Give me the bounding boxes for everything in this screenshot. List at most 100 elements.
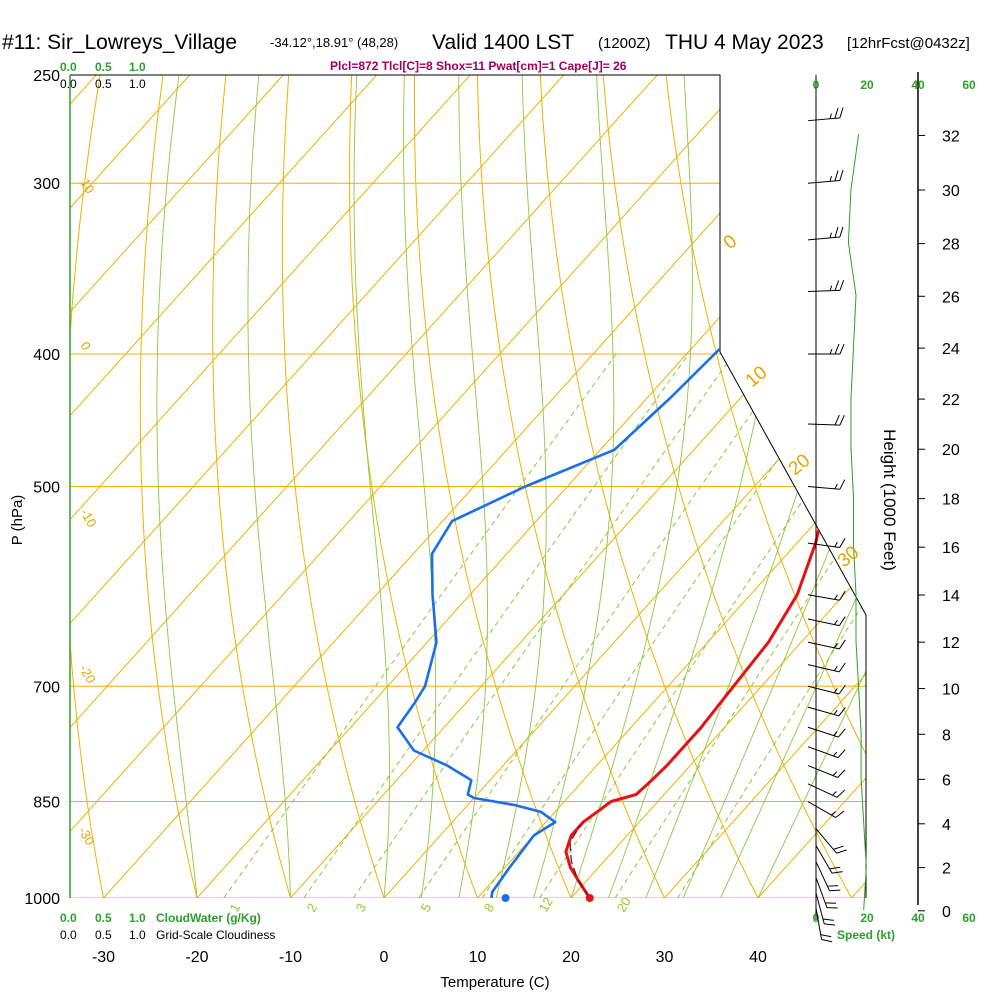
wind-barb-staff	[807, 618, 840, 627]
wind-barb-half-flag	[829, 348, 833, 355]
temperature-profile-line	[564, 96, 866, 898]
bottom-cloudwater-tick-2: 1.0	[129, 911, 146, 925]
mixing-ratio-line	[614, 353, 866, 898]
wind-barb	[807, 479, 846, 490]
height-tick-label: 12	[942, 635, 960, 652]
wind-barb-flag	[839, 169, 844, 181]
height-tick-label: 4	[942, 817, 951, 834]
height-tick-label: 8	[942, 727, 951, 744]
bottom-cloud-scale: 0.0 0.5 1.0 CloudWater (g/Kg) 0.0 0.5 1.…	[60, 911, 275, 942]
wind-barb	[815, 828, 847, 854]
wind-barb-flag	[820, 934, 832, 938]
wind-barb-flag	[838, 707, 846, 717]
wind-barb-half-flag	[834, 594, 838, 600]
wind-barb-staff	[807, 801, 836, 818]
temperature-tick-label: 10	[469, 949, 487, 966]
zulu-time: (1200Z)	[598, 35, 651, 52]
wind-barb-half-flag	[829, 285, 833, 291]
moist-adiabat	[247, 75, 291, 898]
wind-barb	[807, 280, 845, 292]
moist-adiabat	[720, 75, 866, 898]
wind-barb	[807, 590, 846, 601]
surface-dewpoint-dot	[501, 894, 510, 902]
top-cloudwater-tick-0: 0.0	[60, 60, 77, 74]
wind-barb-flag	[838, 684, 846, 695]
wind-barb-staff	[807, 486, 840, 490]
wind-barb-staff	[807, 685, 840, 695]
moist-adiabat	[353, 75, 390, 898]
temperature-axis: -30 -20 -10 0 10 20 30 40	[92, 949, 767, 966]
wind-barb-staff	[807, 664, 840, 673]
wind-barb	[807, 726, 846, 738]
bottom-cloudwater-tick-1: 0.5	[95, 911, 112, 925]
isotherm-label: 10	[77, 176, 97, 196]
mixing-ratio-line	[418, 353, 794, 898]
surface-temperature-dot	[585, 894, 594, 902]
height-tick-label: 2	[942, 861, 951, 878]
height-tick-label: 10	[942, 682, 960, 699]
wind-barb	[815, 861, 841, 892]
wind-barb	[807, 783, 846, 798]
wind-speed-line	[847, 134, 867, 910]
wind-barb-flag	[839, 280, 845, 291]
temperature-tick-label: 0	[380, 949, 389, 966]
cloudwater-legend: CloudWater (g/Kg)	[156, 911, 261, 925]
pressure-tick-label: 400	[33, 347, 60, 364]
isotherm-label: -30	[75, 824, 97, 848]
mixing-ratio-line	[539, 353, 866, 898]
pressure-tick-label: 850	[33, 795, 60, 812]
wind-barb-flag	[836, 789, 846, 798]
wind-barb-half-flag	[834, 483, 838, 490]
isotherm-line	[70, 75, 284, 898]
mixing-ratio-line	[481, 353, 851, 898]
wind-barb-half-flag	[829, 113, 832, 119]
height-tick-label: 32	[942, 128, 960, 145]
wind-barb-staff	[815, 892, 825, 925]
speed-tick-bottom: 20	[860, 911, 874, 925]
height-tick-label: 22	[942, 392, 960, 409]
forecast-label: [12hrFcst@0432z]	[847, 35, 970, 52]
theta-label: 20	[785, 450, 815, 480]
bottom-cloudiness-tick-0: 0.0	[60, 928, 77, 942]
wind-barb-half-flag	[833, 709, 838, 715]
pressure-tick-label: 250	[33, 68, 60, 85]
wind-barb	[807, 537, 846, 549]
wind-barb-staff	[807, 289, 840, 292]
wind-barb-flag	[829, 866, 841, 870]
wind-barb-staff	[815, 845, 833, 874]
wind-barb-flag	[837, 749, 846, 758]
height-tick-label: 26	[942, 289, 960, 306]
moist-adiabat	[757, 75, 866, 898]
wind-barb-flag	[839, 537, 846, 548]
parcel-profile-line	[569, 824, 591, 898]
isotherm-label: -20	[76, 662, 98, 686]
mixing-ratio-label: 3	[353, 901, 370, 915]
wind-barb	[808, 343, 845, 355]
valid-time: Valid 1400 LST	[432, 31, 574, 54]
wind-barb	[807, 414, 845, 426]
mixing-ratio-line	[677, 353, 866, 898]
wind-barb-staff	[815, 907, 823, 940]
wind-barb	[815, 907, 833, 943]
isotherm-line	[383, 75, 866, 898]
wind-barb-flag	[839, 479, 846, 490]
height-tick-label: 18	[942, 492, 960, 509]
valid-date: THU 4 May 2023	[665, 31, 824, 54]
wind-barb-staff	[807, 726, 839, 738]
wind-barb-staff	[807, 594, 840, 601]
wind-barb-staff	[807, 641, 840, 650]
stability-indices: Plcl=872 Tlcl[C]=8 Shox=11 Pwat[cm]=1 Ca…	[330, 59, 627, 73]
isotherm-line	[290, 75, 866, 898]
wind-barb	[807, 684, 846, 695]
moist-adiabat	[570, 75, 693, 898]
moist-adiabat	[682, 75, 866, 898]
wind-barb	[807, 226, 844, 241]
wind-barb-half-flag	[829, 232, 832, 239]
wind-barb-staff	[815, 828, 837, 854]
height-tick-label: 20	[942, 442, 960, 459]
wind-barb	[807, 662, 846, 673]
bottom-cloudiness-tick-2: 1.0	[129, 928, 146, 942]
wind-barb-half-flag	[832, 791, 837, 796]
